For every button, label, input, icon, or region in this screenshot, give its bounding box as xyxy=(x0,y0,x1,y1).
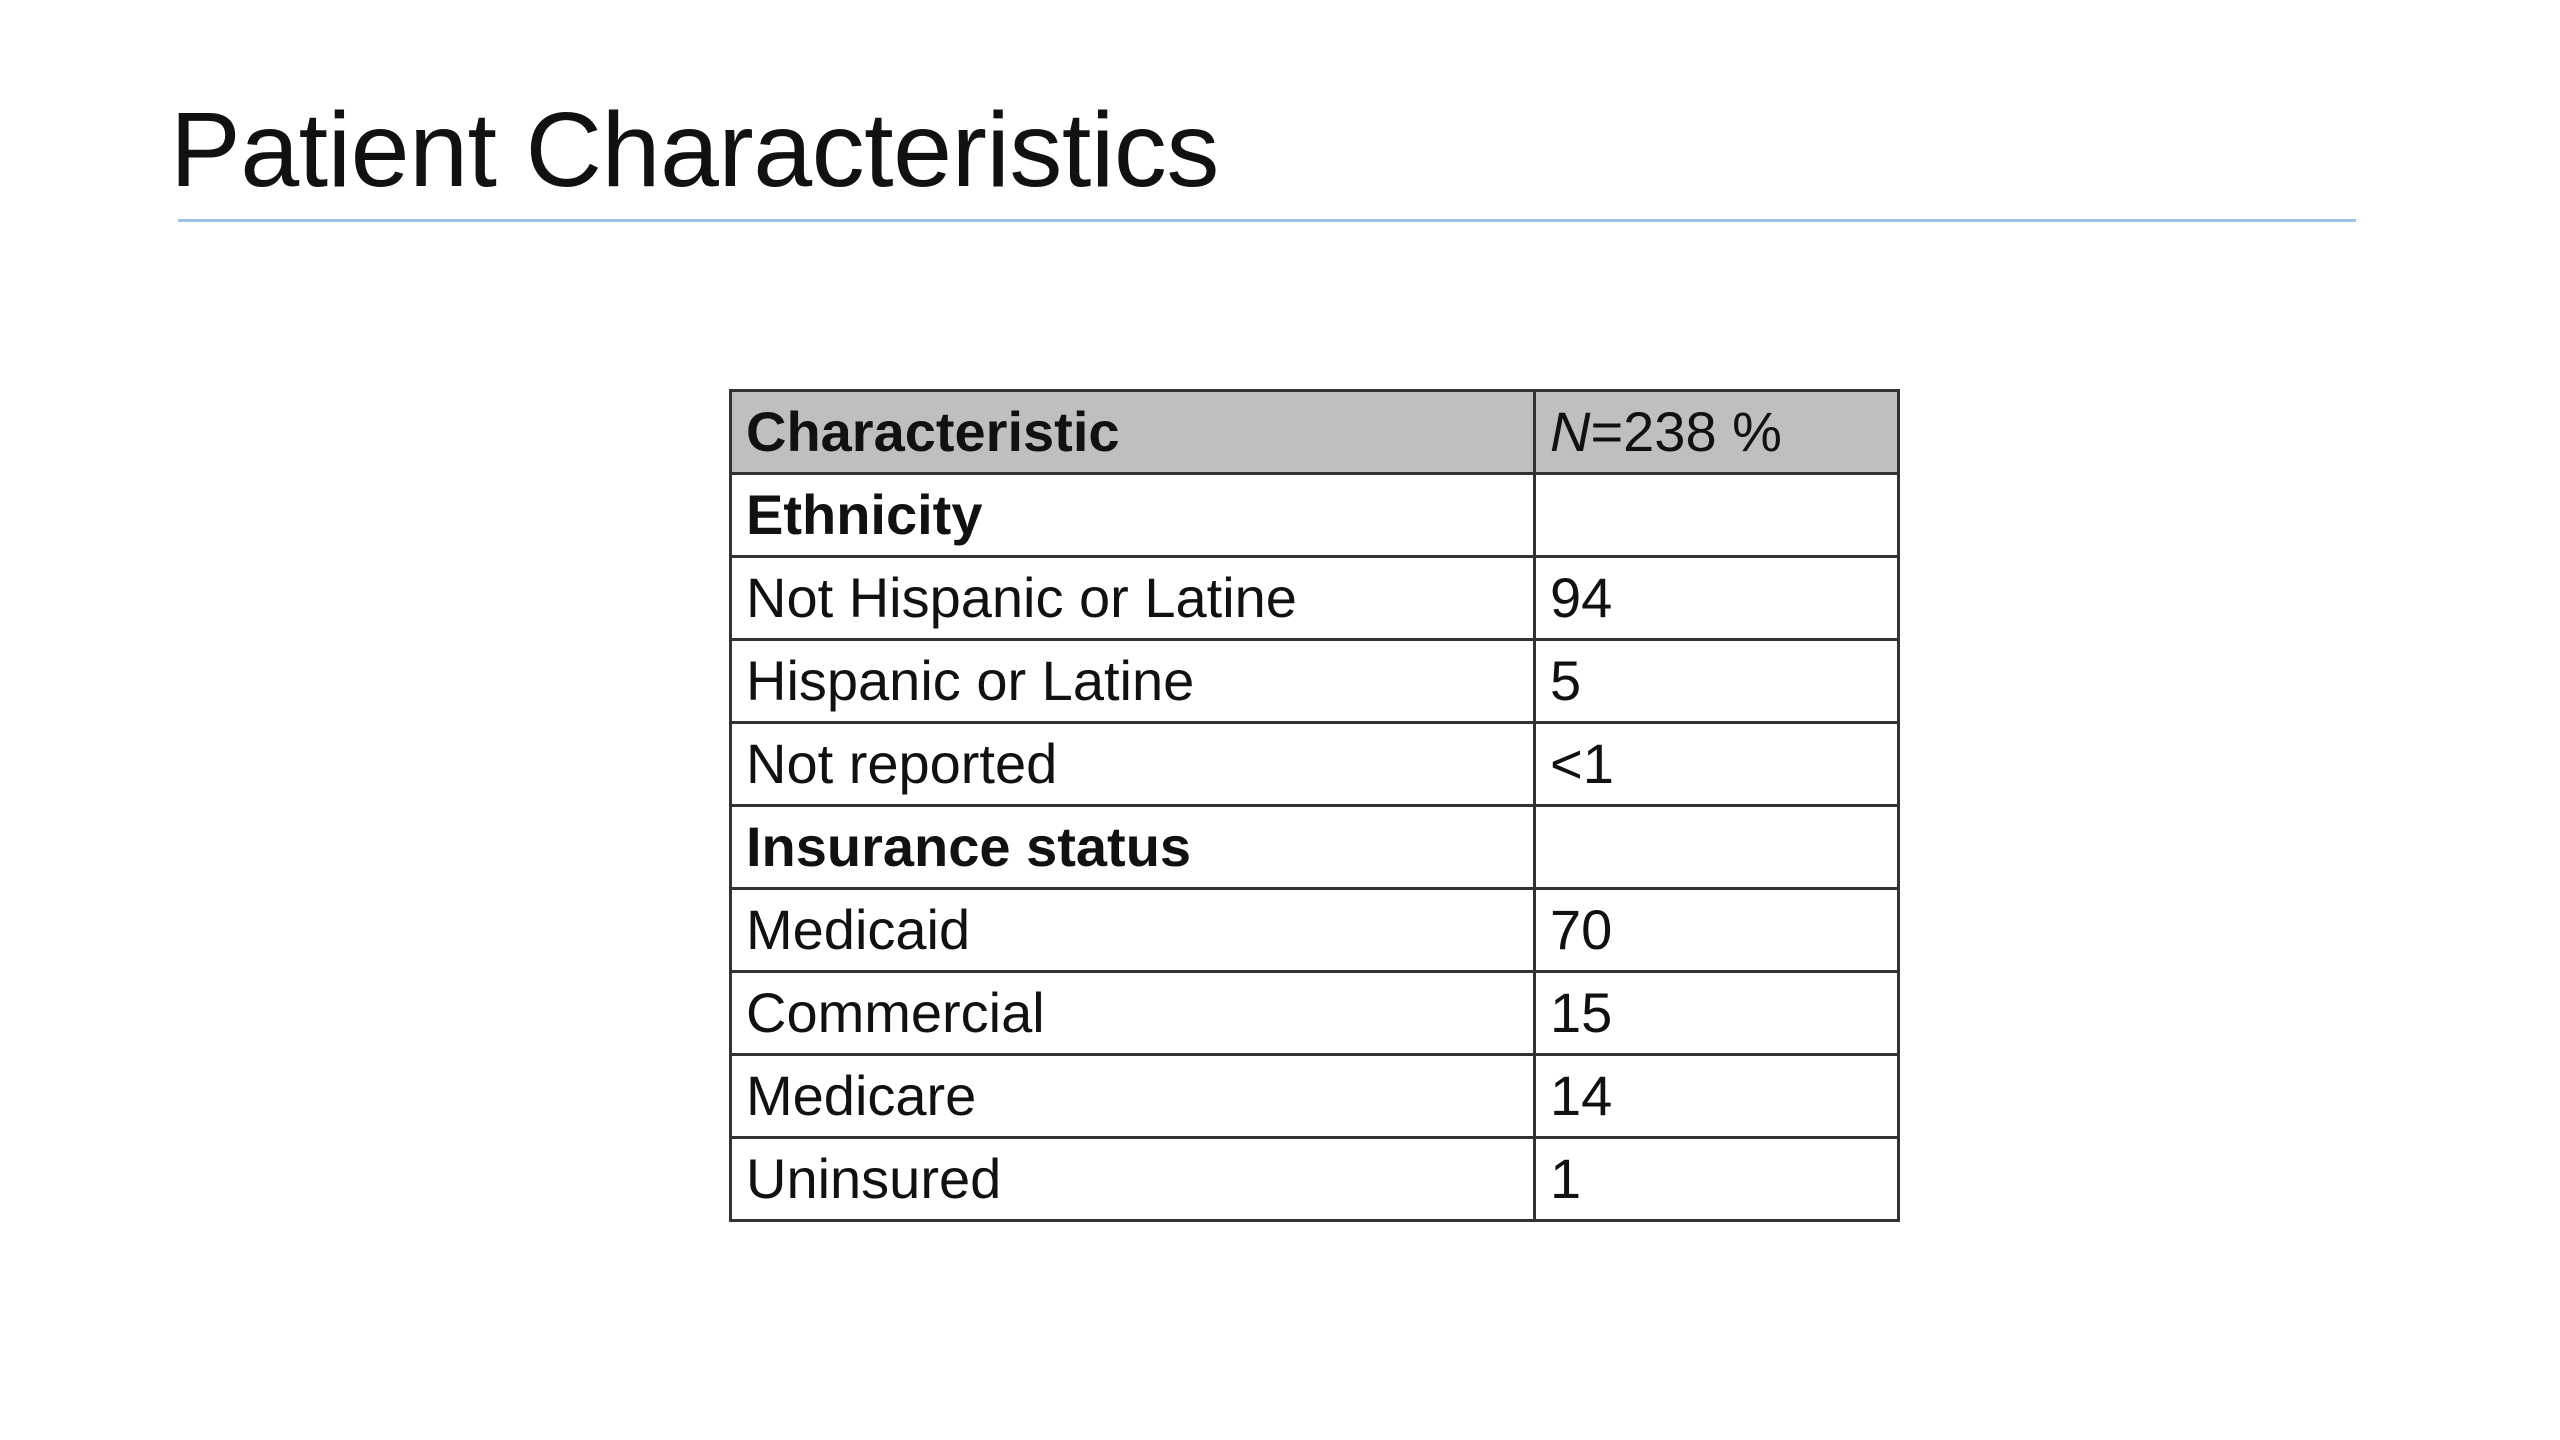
characteristics-table: Characteristic N=238 % Ethnicity Not His… xyxy=(729,389,1900,1222)
section-value-empty xyxy=(1533,804,1900,890)
section-label: Ethnicity xyxy=(729,472,1536,558)
table-row: Hispanic or Latine 5 xyxy=(729,638,1900,724)
table-row: Not reported <1 xyxy=(729,721,1900,807)
row-label: Hispanic or Latine xyxy=(729,638,1536,724)
row-label: Not reported xyxy=(729,721,1536,807)
table-row: Medicaid 70 xyxy=(729,887,1900,973)
row-value: 15 xyxy=(1533,970,1900,1056)
row-value: 5 xyxy=(1533,638,1900,724)
title-divider xyxy=(178,219,2356,222)
table-body: Ethnicity Not Hispanic or Latine 94 Hisp… xyxy=(729,472,1900,1222)
section-row-ethnicity: Ethnicity xyxy=(729,472,1900,558)
header-n-symbol: N xyxy=(1550,400,1591,463)
row-label: Medicare xyxy=(729,1053,1536,1139)
table-row: Not Hispanic or Latine 94 xyxy=(729,555,1900,641)
row-value: 14 xyxy=(1533,1053,1900,1139)
header-characteristic: Characteristic xyxy=(729,389,1536,475)
table-header: Characteristic N=238 % xyxy=(729,389,1900,475)
row-value: <1 xyxy=(1533,721,1900,807)
slide-title: Patient Characteristics xyxy=(170,91,1219,209)
table-row: Medicare 14 xyxy=(729,1053,1900,1139)
row-value: 1 xyxy=(1533,1136,1900,1222)
section-label: Insurance status xyxy=(729,804,1536,890)
header-n-rest: =238 % xyxy=(1590,400,1782,463)
table-row: Uninsured 1 xyxy=(729,1136,1900,1222)
row-value: 70 xyxy=(1533,887,1900,973)
section-value-empty xyxy=(1533,472,1900,558)
table-row: Commercial 15 xyxy=(729,970,1900,1056)
header-n-percent: N=238 % xyxy=(1533,389,1900,475)
row-label: Commercial xyxy=(729,970,1536,1056)
row-label: Medicaid xyxy=(729,887,1536,973)
row-value: 94 xyxy=(1533,555,1900,641)
row-label: Not Hispanic or Latine xyxy=(729,555,1536,641)
row-label: Uninsured xyxy=(729,1136,1536,1222)
characteristics-table-container: Characteristic N=238 % Ethnicity Not His… xyxy=(729,389,1900,1222)
section-row-insurance-status: Insurance status xyxy=(729,804,1900,890)
header-row: Characteristic N=238 % xyxy=(729,389,1900,475)
